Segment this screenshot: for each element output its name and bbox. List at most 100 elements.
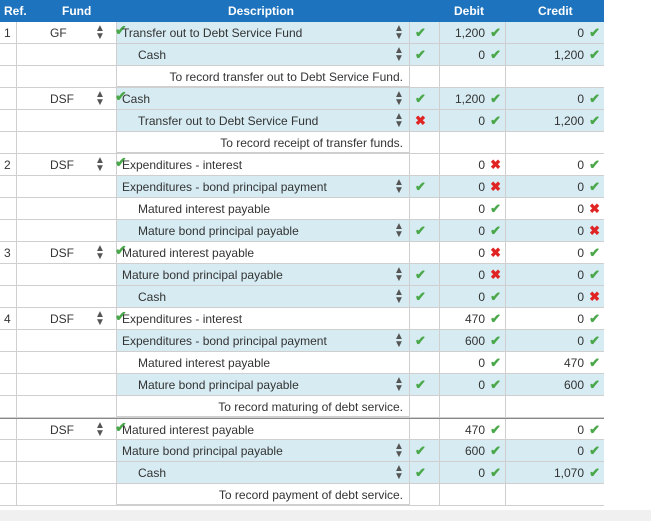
credit-input[interactable]: 0 ✖ [506, 198, 604, 219]
description-select[interactable]: Expenditures - bond principal payment ▲ ▼ [117, 176, 410, 197]
fund-cell[interactable]: DSF ▲ ▼ [17, 308, 117, 329]
fund-cell[interactable]: DSF ▲ ▼ [17, 242, 117, 263]
description-select[interactable]: Expenditures - bond principal payment ▲ ▼ [117, 330, 410, 351]
credit-input[interactable]: 1,200 ✔ [506, 44, 604, 65]
debit-input[interactable]: 1,200 ✔ [440, 22, 506, 43]
debit-input[interactable]: 0 ✖ [440, 154, 506, 175]
sort-arrows-icon[interactable]: ▲ ▼ [394, 463, 404, 482]
check-cell: ✔ [410, 220, 440, 241]
debit-input[interactable]: 1,200 ✔ [440, 88, 506, 109]
debit-input[interactable]: 0 ✔ [440, 110, 506, 131]
cross-icon: ✖ [490, 157, 501, 172]
credit-input[interactable]: 0 ✔ [506, 88, 604, 109]
check-cell: ✔ [410, 88, 440, 109]
credit-input[interactable]: 0 ✔ [506, 176, 604, 197]
debit-input[interactable]: 0 ✔ [440, 352, 506, 373]
description-select[interactable]: ✔ Matured interest payable [115, 419, 410, 440]
checkmark-icon: ✔ [415, 465, 426, 480]
description-select[interactable]: Mature bond principal payable ▲ ▼ [117, 374, 410, 395]
credit-input[interactable]: 470 ✔ [506, 352, 604, 373]
debit-input[interactable]: 0 ✖ [440, 264, 506, 285]
sort-arrows-icon[interactable]: ▲ ▼ [95, 243, 105, 262]
checkmark-icon: ✔ [589, 157, 600, 172]
credit-input[interactable]: 0 ✖ [506, 286, 604, 307]
description-select[interactable]: ✔ Transfer out to Debt Service Fund ▲ ▼ [115, 22, 410, 43]
check-cell [410, 396, 440, 417]
description-select[interactable]: Matured interest payable [117, 198, 410, 219]
credit-input[interactable]: 0 ✖ [506, 220, 604, 241]
fund-cell[interactable]: GF ▲ ▼ [17, 22, 117, 43]
debit-input[interactable]: 600 ✔ [440, 330, 506, 351]
debit-input[interactable]: 0 ✔ [440, 374, 506, 395]
description-select[interactable]: ✔ Expenditures - interest [115, 308, 410, 329]
debit-input[interactable]: 0 ✖ [440, 176, 506, 197]
debit-input[interactable]: 0 ✔ [440, 286, 506, 307]
fund-select[interactable]: DSF [50, 246, 74, 260]
sort-arrows-icon[interactable]: ▲ ▼ [95, 23, 105, 42]
sort-arrows-icon[interactable]: ▲ ▼ [394, 331, 404, 350]
description-select[interactable]: Mature bond principal payable ▲ ▼ [117, 220, 410, 241]
sort-arrows-icon[interactable]: ▲ ▼ [95, 420, 105, 439]
sort-arrows-icon[interactable]: ▲ ▼ [394, 221, 404, 240]
credit-input[interactable]: 0 ✔ [506, 154, 604, 175]
description-select[interactable]: Transfer out to Debt Service Fund ▲ ▼ [117, 110, 410, 131]
sort-arrows-icon[interactable]: ▲ ▼ [394, 177, 404, 196]
sort-arrows-icon[interactable]: ▲ ▼ [394, 23, 404, 42]
description-select[interactable]: Cash ▲ ▼ [117, 462, 410, 483]
credit-input[interactable]: 0 ✔ [506, 22, 604, 43]
description-select[interactable]: Mature bond principal payable ▲ ▼ [117, 264, 410, 285]
credit-input[interactable]: 0 ✔ [506, 308, 604, 329]
debit-input[interactable]: 470 ✔ [440, 419, 506, 440]
fund-select[interactable]: DSF [50, 423, 74, 437]
credit-input[interactable]: 0 ✔ [506, 242, 604, 263]
description-select[interactable]: ✔ Expenditures - interest [115, 154, 410, 175]
sort-arrows-icon[interactable]: ▲ ▼ [394, 111, 404, 130]
sort-arrows-icon[interactable]: ▲ ▼ [394, 441, 404, 460]
description-select[interactable]: Cash ▲ ▼ [117, 286, 410, 307]
debit-input[interactable]: 0 ✔ [440, 220, 506, 241]
sort-arrows-icon[interactable]: ▲ ▼ [95, 155, 105, 174]
fund-cell[interactable]: DSF ▲ ▼ [17, 154, 117, 175]
fund-cell[interactable]: DSF ▲ ▼ [17, 88, 117, 109]
fund-select[interactable]: DSF [50, 158, 74, 172]
sort-arrows-icon[interactable]: ▲ ▼ [394, 265, 404, 284]
fund-cell[interactable]: DSF ▲ ▼ [17, 419, 117, 440]
sort-arrows-icon[interactable]: ▲ ▼ [95, 89, 105, 108]
credit-input[interactable]: 0 ✔ [506, 440, 604, 461]
description-select[interactable]: ✔ Matured interest payable [115, 242, 410, 263]
debit-input[interactable]: 0 ✔ [440, 462, 506, 483]
fund-cell [17, 220, 117, 241]
credit-input[interactable]: 600 ✔ [506, 374, 604, 395]
description-text: Expenditures - bond principal payment [122, 180, 327, 194]
table-row: Cash ▲ ▼ ✔ 0 ✔ 1,200 ✔ [0, 44, 604, 66]
description-select[interactable]: Matured interest payable [117, 352, 410, 373]
checkmark-icon: ✔ [415, 377, 426, 392]
memo-cell: To record maturing of debt service. [117, 396, 410, 417]
sort-arrows-icon[interactable]: ▲ ▼ [95, 309, 105, 328]
fund-select[interactable]: DSF [50, 312, 74, 326]
check-cell: ✔ [410, 44, 440, 65]
credit-input[interactable]: 0 ✔ [506, 264, 604, 285]
sort-arrows-icon[interactable]: ▲ ▼ [394, 287, 404, 306]
check-cell [410, 198, 440, 219]
sort-arrows-icon[interactable]: ▲ ▼ [394, 89, 404, 108]
debit-input[interactable]: 0 ✖ [440, 242, 506, 263]
credit-input[interactable]: 1,200 ✔ [506, 110, 604, 131]
sort-arrows-icon[interactable]: ▲ ▼ [394, 45, 404, 64]
credit-input[interactable]: 0 ✔ [506, 419, 604, 440]
debit-input[interactable]: 470 ✔ [440, 308, 506, 329]
debit-input[interactable]: 0 ✔ [440, 44, 506, 65]
checkmark-icon: ✔ [589, 113, 600, 128]
description-select[interactable]: Mature bond principal payable ▲ ▼ [117, 440, 410, 461]
credit-input[interactable]: 0 ✔ [506, 330, 604, 351]
debit-input[interactable]: 0 ✔ [440, 198, 506, 219]
credit-input[interactable]: 1,070 ✔ [506, 462, 604, 483]
fund-select[interactable]: GF [50, 26, 67, 40]
ref-cell [0, 88, 17, 109]
sort-arrows-icon[interactable]: ▲ ▼ [394, 375, 404, 394]
debit-input[interactable]: 600 ✔ [440, 440, 506, 461]
description-select[interactable]: ✔ Cash ▲ ▼ [115, 88, 410, 109]
fund-select[interactable]: DSF [50, 92, 74, 106]
description-select[interactable]: Cash ▲ ▼ [117, 44, 410, 65]
checkmark-icon: ✔ [415, 267, 426, 282]
